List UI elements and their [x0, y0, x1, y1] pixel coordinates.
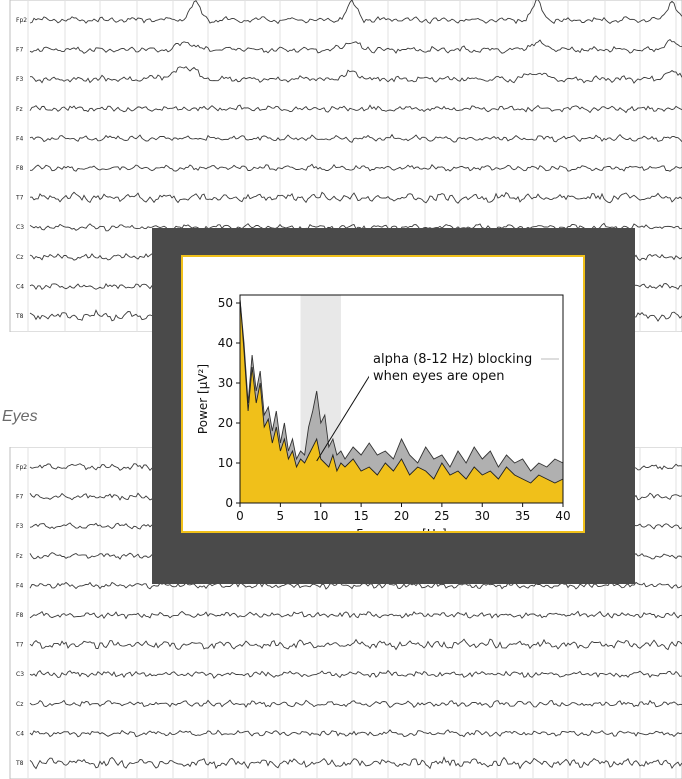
- x-tick-label: 30: [475, 509, 490, 523]
- y-axis-label: Power [μV²]: [196, 364, 210, 434]
- series-area-eyes-open: [240, 299, 563, 503]
- eeg-channel-label: F7: [16, 47, 23, 54]
- eeg-trace: [30, 163, 682, 172]
- eeg-trace: [29, 610, 682, 620]
- y-tick-label: 40: [218, 336, 233, 350]
- eeg-trace: [29, 133, 682, 143]
- eeg-channel-label: F7: [16, 494, 23, 501]
- eeg-channel-label: Fp2: [16, 464, 27, 471]
- eeg-trace: [29, 756, 682, 770]
- eeg-channel-label: T7: [15, 642, 24, 649]
- x-tick-label: 25: [434, 509, 449, 523]
- x-axis-label: Frequency [Hz]: [356, 527, 447, 531]
- eeg-channel-label: Fz: [16, 553, 23, 560]
- eeg-channel-label: T8: [15, 313, 24, 320]
- x-tick-label: 35: [515, 509, 530, 523]
- eyes-label: Eyes: [2, 408, 38, 425]
- annotation-background: [369, 348, 541, 384]
- series-line-eyes-open: [239, 298, 564, 472]
- x-tick-label: 5: [277, 509, 285, 523]
- eeg-trace: [29, 191, 682, 204]
- x-tick-label: 0: [236, 509, 244, 523]
- x-tick-label: 20: [394, 509, 409, 523]
- eeg-channel-label: F3: [16, 523, 23, 530]
- x-tick-label: 40: [555, 509, 570, 523]
- eeg-channel-label: F4: [16, 582, 23, 589]
- eeg-channel-label: Fp2: [16, 17, 27, 24]
- eeg-channel-label: Fz: [16, 106, 23, 113]
- eeg-trace: [29, 0, 682, 25]
- eeg-channel-label: C4: [16, 730, 24, 737]
- eeg-trace: [30, 66, 682, 84]
- eeg-channel-label: C3: [16, 224, 24, 231]
- eeg-channel-label: F4: [16, 135, 23, 142]
- eeg-trace: [29, 699, 682, 708]
- y-tick-label: 10: [218, 456, 233, 470]
- eeg-trace: [29, 581, 682, 590]
- eeg-channel-label: C3: [16, 671, 24, 678]
- series-line-eyes-closed: [239, 298, 564, 484]
- eeg-channel-label: T8: [15, 760, 24, 767]
- eeg-channel-label: T7: [15, 195, 24, 202]
- eeg-channel-label: Cz: [16, 254, 23, 261]
- x-tick-label: 15: [353, 509, 368, 523]
- eeg-trace: [29, 638, 682, 651]
- y-tick-label: 50: [218, 296, 233, 310]
- annotation-line1: alpha (8-12 Hz) blocking: [373, 352, 532, 367]
- eeg-channel-label: Cz: [16, 701, 23, 708]
- psd-chart: 0 5 10 15 20 25 30 35 40 0 10 20 30 40 50 Frequency [Hz…: [196, 294, 571, 531]
- series-area-eyes-closed: [240, 299, 563, 503]
- eeg-trace: [29, 669, 682, 679]
- x-tick-label: 10: [313, 509, 328, 523]
- eeg-trace: [29, 104, 682, 114]
- y-tick-label: 30: [218, 376, 233, 390]
- annotation-line2: when eyes are open: [373, 369, 504, 384]
- chart-overlay-backdrop: 0 5 10 15 20 25 30 35 40 0 10 20 30 40 50 Frequency [Hz…: [152, 228, 635, 584]
- eeg-trace: [29, 729, 682, 738]
- psd-chart-card: 0 5 10 15 20 25 30 35 40 0 10 20 30 40 50 Frequency [Hz…: [181, 255, 585, 533]
- eeg-channel-label: F3: [16, 76, 23, 83]
- eeg-channel-label: F8: [16, 165, 23, 172]
- y-tick-label: 0: [225, 496, 233, 510]
- eeg-trace: [29, 39, 682, 54]
- annotation-leader-line: [316, 374, 371, 462]
- y-tick-label: 20: [218, 416, 233, 430]
- eeg-channel-label: C4: [16, 283, 24, 290]
- eeg-channel-label: F8: [16, 612, 23, 619]
